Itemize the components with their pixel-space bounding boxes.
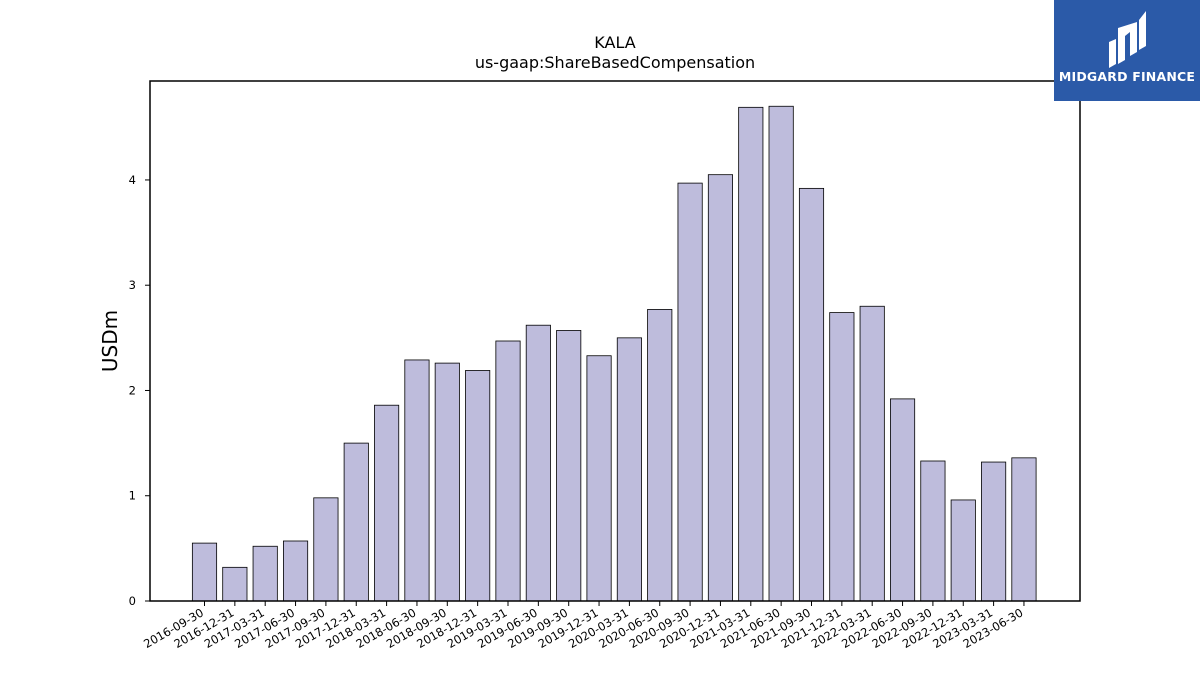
- bar: [920, 460, 946, 602]
- bar: [707, 174, 733, 602]
- chart-title: KALA: [594, 33, 635, 52]
- bar: [191, 542, 218, 602]
- y-tick-label: 2: [129, 383, 136, 397]
- bar: [282, 540, 309, 602]
- bar: [768, 105, 794, 602]
- brand-name: MIDGARD FINANCE: [1058, 69, 1196, 84]
- bar: [313, 497, 339, 602]
- bar: [950, 499, 976, 602]
- bar: [1011, 457, 1037, 602]
- y-axis-label: USDm: [98, 310, 122, 372]
- bar: [829, 312, 855, 602]
- bar: [465, 370, 491, 602]
- y-tick-label: 4: [129, 173, 136, 187]
- y-axis: 0 1 2 3 4: [129, 173, 150, 608]
- bar: [374, 404, 400, 602]
- x-axis: 2016-09-302016-12-312017-03-312017-06-30…: [141, 601, 1025, 651]
- y-tick-label: 0: [129, 594, 136, 608]
- y-tick-label: 1: [129, 489, 136, 503]
- bar: [586, 355, 612, 602]
- bars-group: [191, 105, 1037, 602]
- bar: [981, 461, 1007, 602]
- bar: [616, 337, 642, 602]
- plot-frame: [149, 80, 1081, 602]
- y-tick-label: 3: [129, 278, 136, 292]
- bar: [252, 545, 278, 602]
- bar: [677, 182, 703, 602]
- bar: [798, 187, 825, 602]
- bar: [738, 106, 764, 602]
- bar: [434, 362, 460, 602]
- chart-subtitle: us-gaap:ShareBasedCompensation: [475, 53, 755, 72]
- bar: [404, 359, 430, 602]
- bar: [859, 305, 885, 602]
- bar: [890, 398, 916, 602]
- midgard-logo-icon: [1109, 11, 1146, 68]
- bar: [525, 324, 551, 602]
- bar: [647, 309, 673, 602]
- bar: [222, 566, 248, 602]
- bar: [343, 442, 369, 602]
- brand-logo: MIDGARD FINANCE: [1054, 0, 1200, 101]
- bar: [495, 340, 521, 602]
- bar: [556, 330, 582, 602]
